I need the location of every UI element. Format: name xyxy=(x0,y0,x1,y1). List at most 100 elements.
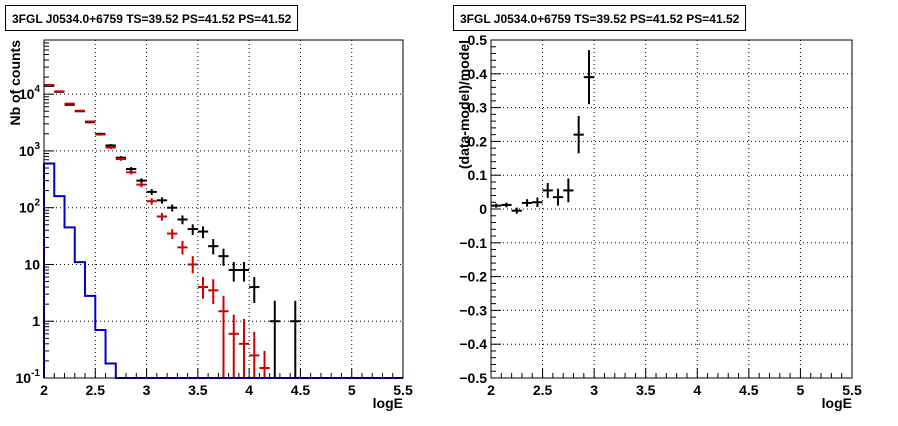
data-point xyxy=(136,182,147,188)
x-tick-label: 4 xyxy=(245,382,253,398)
data-point xyxy=(208,279,219,305)
data-point xyxy=(74,109,86,112)
residuals-chart-title: 3FGL J0534.0+6759 TS=39.52 PS=41.52 PS=4… xyxy=(453,5,747,31)
data-point xyxy=(146,189,157,195)
data-point xyxy=(532,197,543,207)
x-tick-label: 2.5 xyxy=(86,382,106,398)
y-tick-label: 0.3 xyxy=(468,100,488,116)
data-point xyxy=(563,178,574,203)
y-tick-label: 1 xyxy=(32,313,40,329)
y-tick-label: 0.4 xyxy=(468,66,488,82)
y-tick-label: 104 xyxy=(19,84,41,102)
counts-panel: 3FGL J0534.0+6759 TS=39.52 PS=41.52 PS=4… xyxy=(0,0,449,421)
histogram-step-line xyxy=(43,162,403,379)
series-2 xyxy=(43,162,403,379)
x-tick-label: 2.5 xyxy=(533,382,553,398)
data-point xyxy=(177,240,188,255)
y-tick-label: −0.5 xyxy=(459,370,487,386)
data-point xyxy=(269,300,280,378)
y-tick-exponent: 3 xyxy=(34,141,40,152)
data-point xyxy=(573,116,584,154)
data-point xyxy=(197,277,209,299)
y-axis-title: Nb of counts xyxy=(7,40,23,126)
y-tick-base: 10 xyxy=(19,86,35,102)
data-point xyxy=(491,203,502,208)
x-tick-label: 3 xyxy=(143,382,151,398)
data-point xyxy=(238,262,250,282)
y-tick-label: 102 xyxy=(19,198,41,216)
x-tick-label: 4.5 xyxy=(739,382,759,398)
y-tick-base: 10 xyxy=(24,256,40,272)
x-tick-label: 3.5 xyxy=(188,382,208,398)
data-point xyxy=(167,204,178,212)
y-tick-label: 103 xyxy=(19,141,41,159)
data-point xyxy=(126,170,137,175)
data-point xyxy=(197,226,209,239)
x-axis: 2 2.5 3 3.5 4 4.5 5 5.5 xyxy=(487,368,862,398)
y-tick-base: 10 xyxy=(19,143,35,159)
y-tick-label: 10 xyxy=(24,256,40,272)
data-point xyxy=(249,277,260,303)
y-tick-label: −0.4 xyxy=(459,336,487,352)
data-point xyxy=(187,224,198,236)
data-point xyxy=(583,50,595,105)
data-point xyxy=(218,295,229,378)
data-point xyxy=(95,133,106,136)
x-tick-label: 3 xyxy=(590,382,598,398)
data-point xyxy=(115,157,127,161)
y-axis: −0.5 −0.4 −0.3 −0.2 −0.1 0 0.1 0.2 0.3 0.4 0.5 xyxy=(459,32,501,386)
data-point xyxy=(542,182,553,198)
data-point xyxy=(156,197,168,204)
data-point xyxy=(521,199,533,207)
x-tick-label: 4 xyxy=(693,382,701,398)
y-tick-label: −0.1 xyxy=(459,235,487,251)
y-tick-base: 10 xyxy=(16,370,32,386)
y-tick-label: −0.2 xyxy=(459,269,487,285)
data-point xyxy=(156,212,168,221)
y-tick-exponent: 2 xyxy=(34,198,40,209)
y-tick-label: 10-1 xyxy=(16,368,41,386)
grid xyxy=(491,40,852,378)
data-point xyxy=(552,188,564,206)
data-point xyxy=(105,146,116,150)
series-0 xyxy=(491,50,595,214)
y-tick-label: −0.3 xyxy=(459,302,487,318)
data-point xyxy=(218,248,229,266)
x-tick-label: 5 xyxy=(797,382,805,398)
data-point xyxy=(167,229,178,240)
x-tick-label: 3.5 xyxy=(636,382,656,398)
data-point xyxy=(64,102,75,105)
data-point xyxy=(511,207,522,214)
residuals-chart: 2 2.5 3 3.5 4 4.5 5 5.5 −0.5 −0.4 −0.3 −0.2 −0.1 0 0.1… xyxy=(456,32,862,411)
x-axis: 2 2.5 3 3.5 4 4.5 5 5.5 xyxy=(40,368,413,398)
y-tick-base: 10 xyxy=(19,200,35,216)
y-tick-label: 0.2 xyxy=(468,133,488,149)
x-axis-title: logE xyxy=(822,395,852,411)
y-tick-base: 1 xyxy=(32,313,40,329)
data-point xyxy=(44,84,55,87)
x-tick-label: 5.5 xyxy=(393,382,413,398)
x-tick-label: 5.5 xyxy=(842,382,862,398)
y-tick-label: 0.5 xyxy=(468,32,488,48)
x-tick-label: 5 xyxy=(348,382,356,398)
data-point xyxy=(259,350,270,378)
x-tick-label: 2 xyxy=(40,382,48,398)
counts-chart-title: 3FGL J0534.0+6759 TS=39.52 PS=41.52 PS=4… xyxy=(5,5,299,31)
data-point xyxy=(228,262,239,282)
data-point xyxy=(501,202,512,208)
data-point xyxy=(249,331,260,378)
residuals-panel: 3FGL J0534.0+6759 TS=39.52 PS=41.52 PS=4… xyxy=(449,0,898,421)
x-tick-label: 2 xyxy=(487,382,495,398)
data-point xyxy=(290,300,301,378)
data-point xyxy=(238,318,250,378)
x-tick-label: 4.5 xyxy=(291,382,311,398)
data-point xyxy=(187,256,198,274)
data-point xyxy=(146,198,157,205)
grid xyxy=(44,40,403,378)
data-point xyxy=(208,239,219,255)
data-point xyxy=(228,314,239,378)
y-tick-label: 0.1 xyxy=(468,167,488,183)
y-axis-title: (data-model)/model xyxy=(456,40,472,169)
